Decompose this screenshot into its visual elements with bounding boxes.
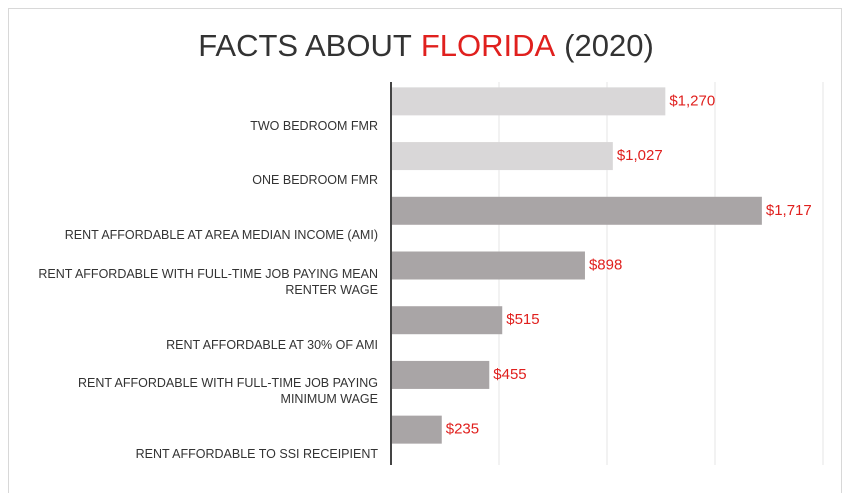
value-label: $1,717: [766, 202, 812, 219]
category-label: RENT AFFORDABLE WITH FULL-TIME JOB PAYIN…: [77, 376, 378, 407]
value-label: $455: [493, 366, 526, 383]
title-part: FACTS ABOUT: [198, 28, 412, 63]
bar: [391, 142, 613, 171]
title-part: (2020): [564, 28, 654, 63]
value-label: $515: [506, 311, 539, 328]
value-label: $235: [446, 421, 479, 438]
category-label: RENT AFFORDABLE WITH FULL-TIME JOB PAYIN…: [38, 266, 378, 297]
bar: [391, 360, 490, 389]
category-label: RENT AFFORDABLE AT 30% OF AMI: [166, 337, 378, 352]
category-label: RENT AFFORDABLE TO SSI RECEIPIENT: [135, 446, 378, 461]
value-label: $1,027: [617, 147, 663, 164]
bar: [391, 251, 585, 280]
bar: [391, 306, 503, 335]
value-label: $898: [589, 256, 622, 273]
bar: [391, 87, 666, 116]
category-label: ONE BEDROOM FMR: [252, 173, 378, 188]
category-label: TWO BEDROOM FMR: [250, 118, 378, 133]
value-label: $1,270: [669, 92, 715, 109]
category-label: RENT AFFORDABLE AT AREA MEDIAN INCOME (A…: [64, 228, 378, 243]
chart-title: FACTS ABOUT FLORIDA (2020): [198, 28, 654, 63]
bar: [391, 196, 762, 225]
bar: [391, 415, 442, 444]
title-part: FLORIDA: [421, 28, 556, 63]
chart-frame: [8, 8, 842, 493]
